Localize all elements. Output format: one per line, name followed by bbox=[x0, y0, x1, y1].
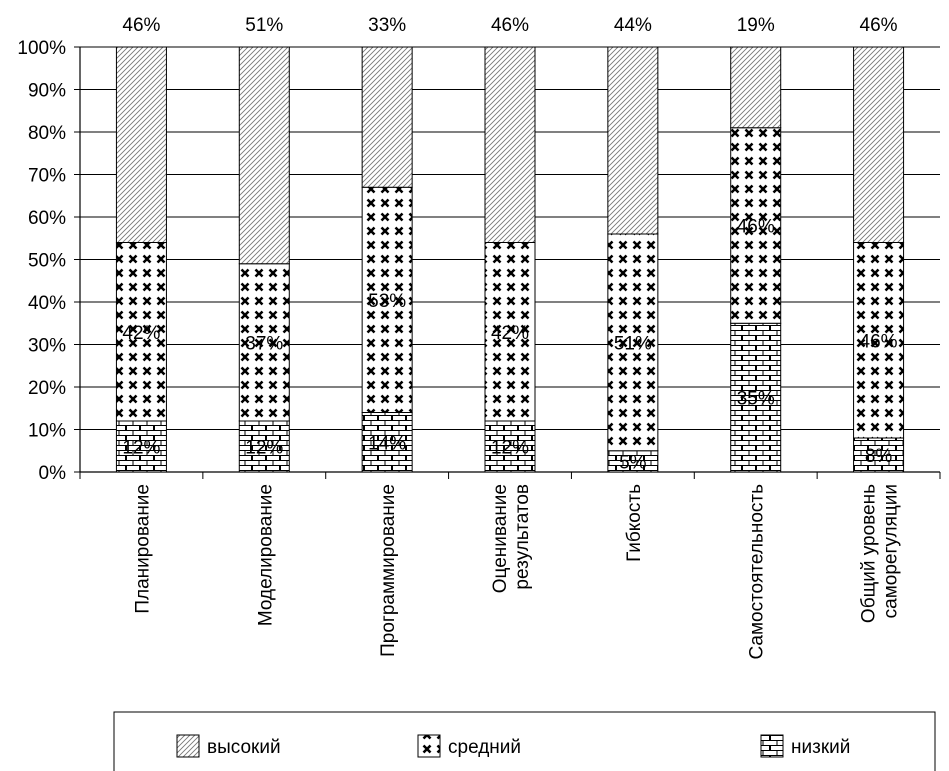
legend-label: высокий bbox=[207, 737, 281, 758]
y-tick-label: 50% bbox=[28, 251, 66, 272]
legend-label: низкий bbox=[791, 737, 850, 758]
category-label: Планирование bbox=[132, 484, 153, 614]
y-tick-label: 100% bbox=[17, 38, 66, 59]
data-label-low: 5% bbox=[619, 452, 647, 473]
data-label-low: 12% bbox=[122, 438, 160, 459]
legend: высокий средний низкий bbox=[114, 712, 935, 771]
data-label-mid: 46% bbox=[860, 331, 898, 352]
bar-segment-high bbox=[116, 47, 166, 243]
y-tick-label: 40% bbox=[28, 293, 66, 314]
bar-segment-high bbox=[731, 47, 781, 128]
bar-segment-high bbox=[608, 47, 658, 234]
bar-segment-high bbox=[854, 47, 904, 243]
category-label: результатов bbox=[512, 484, 533, 590]
y-tick-label: 10% bbox=[28, 421, 66, 442]
data-label-high: 46% bbox=[122, 15, 160, 36]
y-tick-label: 60% bbox=[28, 208, 66, 229]
category-label: Моделирование bbox=[255, 484, 276, 626]
bar-segment-high bbox=[239, 47, 289, 264]
legend-label: средний bbox=[448, 737, 521, 758]
bar-segment-high bbox=[362, 47, 412, 187]
data-label-high: 46% bbox=[491, 15, 529, 36]
data-label-low: 12% bbox=[245, 438, 283, 459]
legend-swatch-high bbox=[177, 735, 199, 757]
data-label-mid: 46% bbox=[737, 217, 775, 238]
data-label-high: 19% bbox=[737, 15, 775, 36]
data-label-low: 12% bbox=[491, 438, 529, 459]
y-tick-label: 0% bbox=[39, 463, 67, 484]
category-label: Гибкость bbox=[624, 484, 645, 562]
data-label-mid: 37% bbox=[245, 333, 283, 354]
bar-segment-high bbox=[485, 47, 535, 243]
y-tick-label: 30% bbox=[28, 336, 66, 357]
data-label-mid: 42% bbox=[122, 323, 160, 344]
data-label-high: 33% bbox=[368, 15, 406, 36]
category-label: саморегуляции bbox=[881, 484, 902, 618]
category-label: Программирование bbox=[378, 484, 399, 657]
y-tick-label: 80% bbox=[28, 123, 66, 144]
data-label-high: 46% bbox=[860, 15, 898, 36]
legend-swatch-mid bbox=[418, 735, 440, 757]
y-tick-label: 90% bbox=[28, 81, 66, 102]
data-label-mid: 53% bbox=[368, 291, 406, 312]
category-label: Самостоятельность bbox=[747, 484, 768, 660]
category-label: Оценивание bbox=[490, 484, 511, 593]
data-label-low: 14% bbox=[368, 433, 406, 454]
data-label-low: 35% bbox=[737, 389, 775, 410]
data-label-mid: 42% bbox=[491, 323, 529, 344]
data-label-high: 44% bbox=[614, 15, 652, 36]
y-tick-label: 70% bbox=[28, 166, 66, 187]
data-label-low: 8% bbox=[865, 446, 893, 467]
y-tick-label: 20% bbox=[28, 378, 66, 399]
data-label-mid: 51% bbox=[614, 333, 652, 354]
data-label-high: 51% bbox=[245, 15, 283, 36]
category-label: Общий уровень bbox=[859, 484, 880, 623]
legend-swatch-low bbox=[761, 735, 783, 757]
